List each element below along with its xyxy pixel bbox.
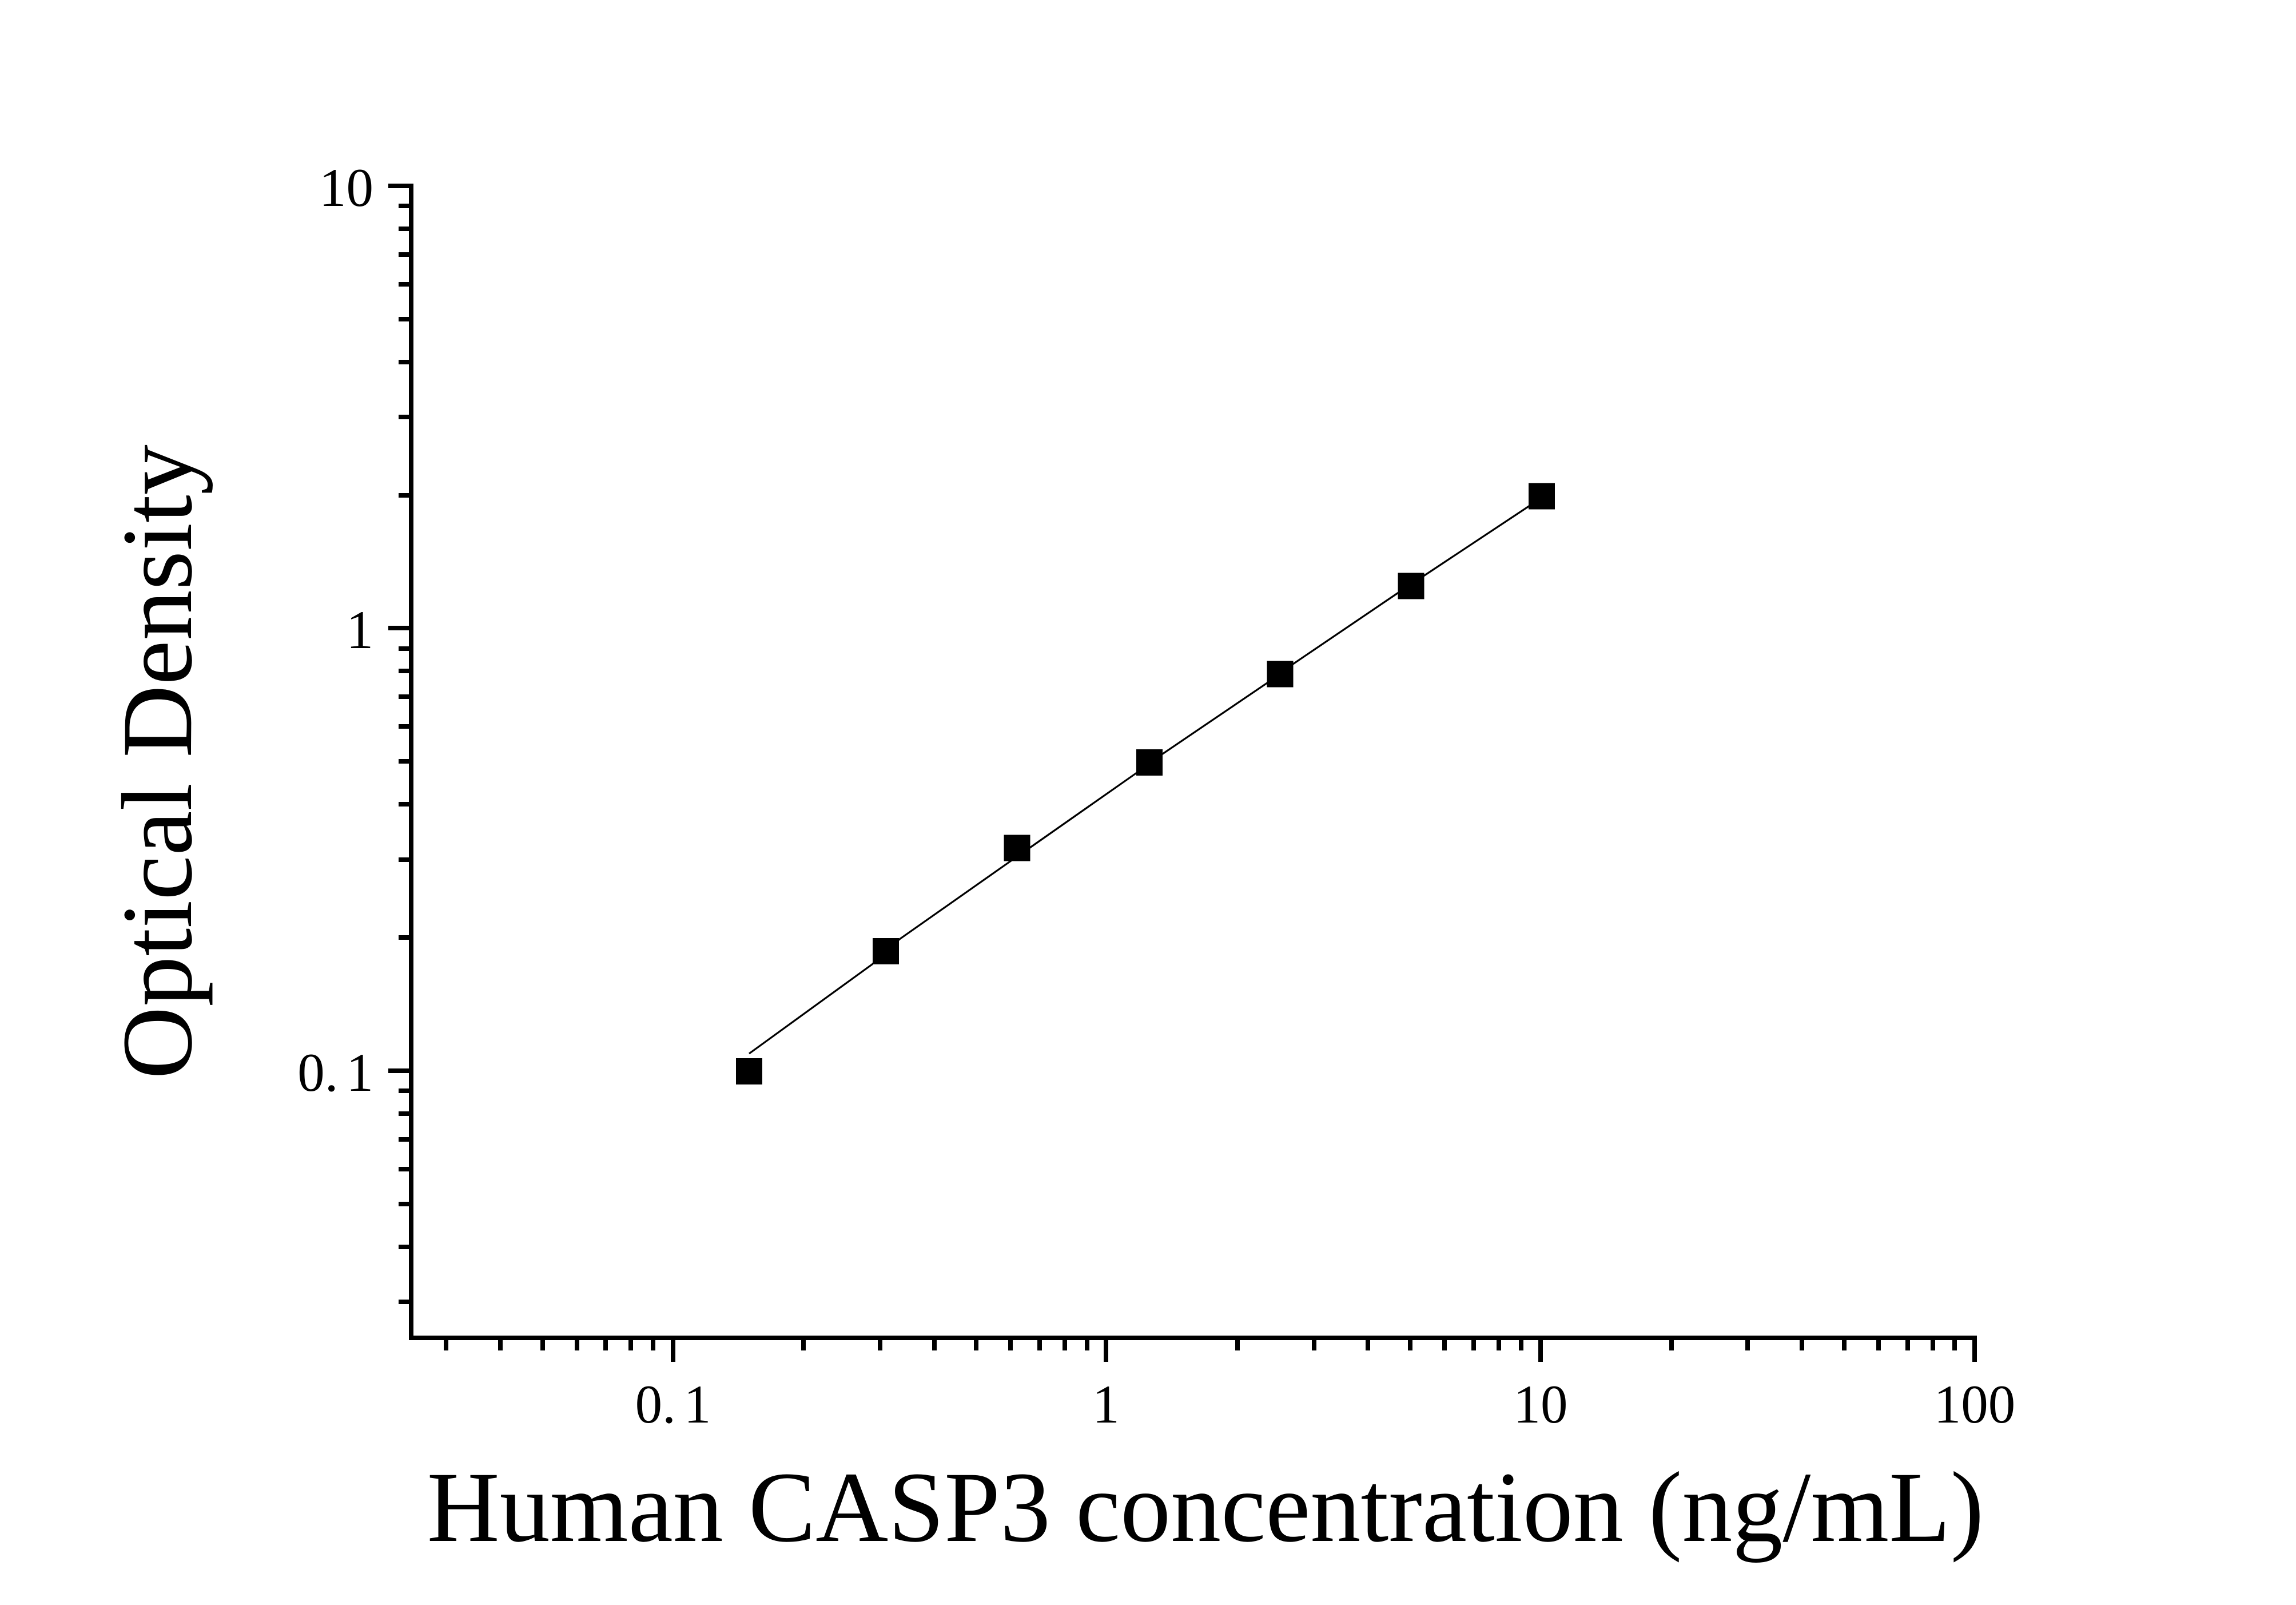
svg-text:10: 10 <box>319 157 373 218</box>
svg-text:0.1: 0. 1 <box>297 1042 373 1103</box>
svg-text:10: 10 <box>1514 1374 1568 1435</box>
svg-text:1: 1 <box>347 599 374 660</box>
svg-text:100: 100 <box>1934 1374 2016 1435</box>
svg-text:0.1: 0. 1 <box>635 1374 711 1435</box>
svg-text:1: 1 <box>1092 1374 1120 1435</box>
svg-text:Human CASP3 concentration (ng/: Human CASP3 concentration (ng/mL) <box>427 1452 1984 1563</box>
svg-text:Optical Density: Optical Density <box>102 444 213 1079</box>
